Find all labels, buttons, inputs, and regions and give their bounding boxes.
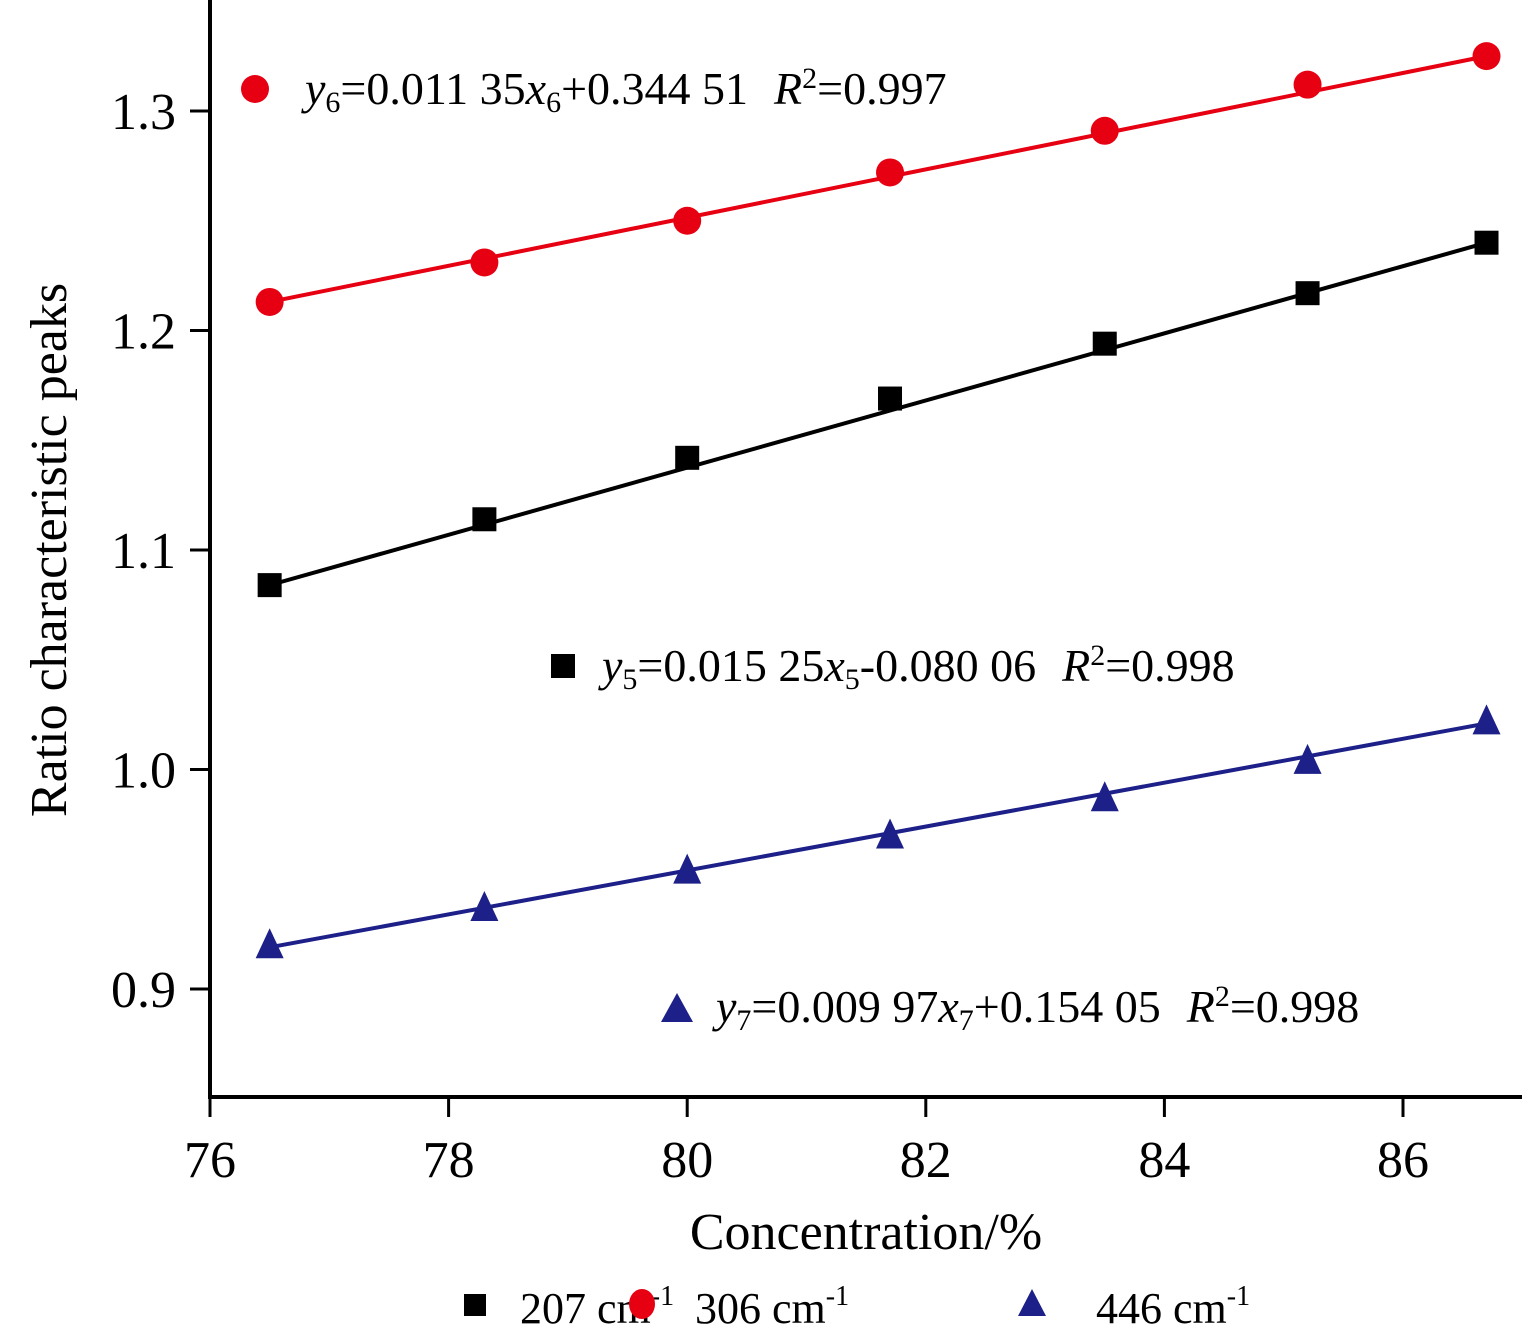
legend-label-446: 446 cm-1 (1096, 1281, 1250, 1333)
data-point-circle (673, 206, 702, 235)
x-tick-label: 84 (1138, 1132, 1190, 1189)
equation-207-marker (551, 654, 575, 678)
legend-circle-icon (629, 1289, 655, 1319)
legend-item-207: 207 cm-1 (464, 1281, 674, 1333)
equation-446-marker (661, 993, 693, 1022)
data-point-square (675, 445, 700, 470)
data-point-circle (1090, 116, 1119, 145)
data-point-circle (876, 158, 905, 187)
data-point-circle (255, 287, 284, 316)
axes: 76 78 80 82 84 86 0.9 1.0 1.1 1.2 1.3 (111, 0, 1522, 1189)
legend-label-306: 306 cm-1 (695, 1281, 849, 1333)
legend-square-icon (464, 1294, 486, 1316)
x-tick-label: 86 (1377, 1132, 1429, 1189)
y-tick-label: 1.1 (111, 523, 176, 580)
legend-triangle-icon (1018, 1289, 1046, 1316)
series-446 (255, 704, 1501, 959)
data-point-circle (470, 248, 499, 277)
equation-446-text: y7=0.009 97x7+0.154 05 R2=0.998 (712, 980, 1359, 1037)
y-tick-label: 1.3 (111, 84, 176, 141)
y-tick-label: 0.9 (111, 962, 176, 1019)
legend: 207 cm-1 306 cm-1 446 cm-1 (464, 1281, 1250, 1333)
x-tick-label: 76 (184, 1132, 236, 1189)
equation-306-marker (241, 75, 269, 103)
legend-item-446: 446 cm-1 (1018, 1281, 1250, 1333)
legend-item-306: 306 cm-1 (629, 1281, 849, 1333)
data-point-square (1092, 331, 1117, 356)
data-point-triangle (876, 818, 905, 849)
data-point-square (878, 386, 903, 411)
equation-207: y5=0.015 25x5-0.080 06 R2=0.998 (551, 639, 1235, 696)
series-layer (255, 42, 1501, 959)
x-ticks: 76 78 80 82 84 86 (184, 1097, 1429, 1189)
equation-306: y6=0.011 35x6+0.344 51 R2=0.997 (241, 62, 947, 119)
legend-label-207: 207 cm-1 (520, 1281, 674, 1333)
equation-446: y7=0.009 97x7+0.154 05 R2=0.998 (661, 980, 1359, 1037)
data-point-circle (1293, 70, 1322, 99)
data-point-square (1474, 230, 1499, 255)
data-point-square (472, 507, 497, 532)
data-point-triangle (1472, 704, 1501, 735)
y-tick-label: 1.2 (111, 304, 176, 361)
data-point-triangle (1293, 743, 1322, 774)
y-tick-label: 1.0 (111, 743, 176, 800)
y-axis-title: Ratio characteristic peaks (21, 283, 78, 817)
y-ticks: 0.9 1.0 1.1 1.2 1.3 (111, 84, 210, 1019)
x-axis-title: Concentration/% (690, 1204, 1042, 1261)
x-tick-label: 78 (423, 1132, 475, 1189)
data-point-triangle (673, 853, 702, 884)
x-tick-label: 80 (661, 1132, 713, 1189)
data-point-square (1295, 281, 1320, 306)
series-207 (257, 230, 1499, 598)
data-point-circle (1472, 42, 1501, 71)
data-point-triangle (255, 928, 284, 959)
equation-306-text: y6=0.011 35x6+0.344 51 R2=0.997 (301, 62, 947, 119)
data-point-square (257, 573, 282, 598)
series-306 (255, 42, 1501, 316)
equation-207-text: y5=0.015 25x5-0.080 06 R2=0.998 (598, 639, 1235, 696)
data-point-triangle (470, 890, 499, 921)
fit-line-446 (269, 721, 1487, 950)
data-point-triangle (1090, 781, 1119, 812)
x-tick-label: 82 (900, 1132, 952, 1189)
